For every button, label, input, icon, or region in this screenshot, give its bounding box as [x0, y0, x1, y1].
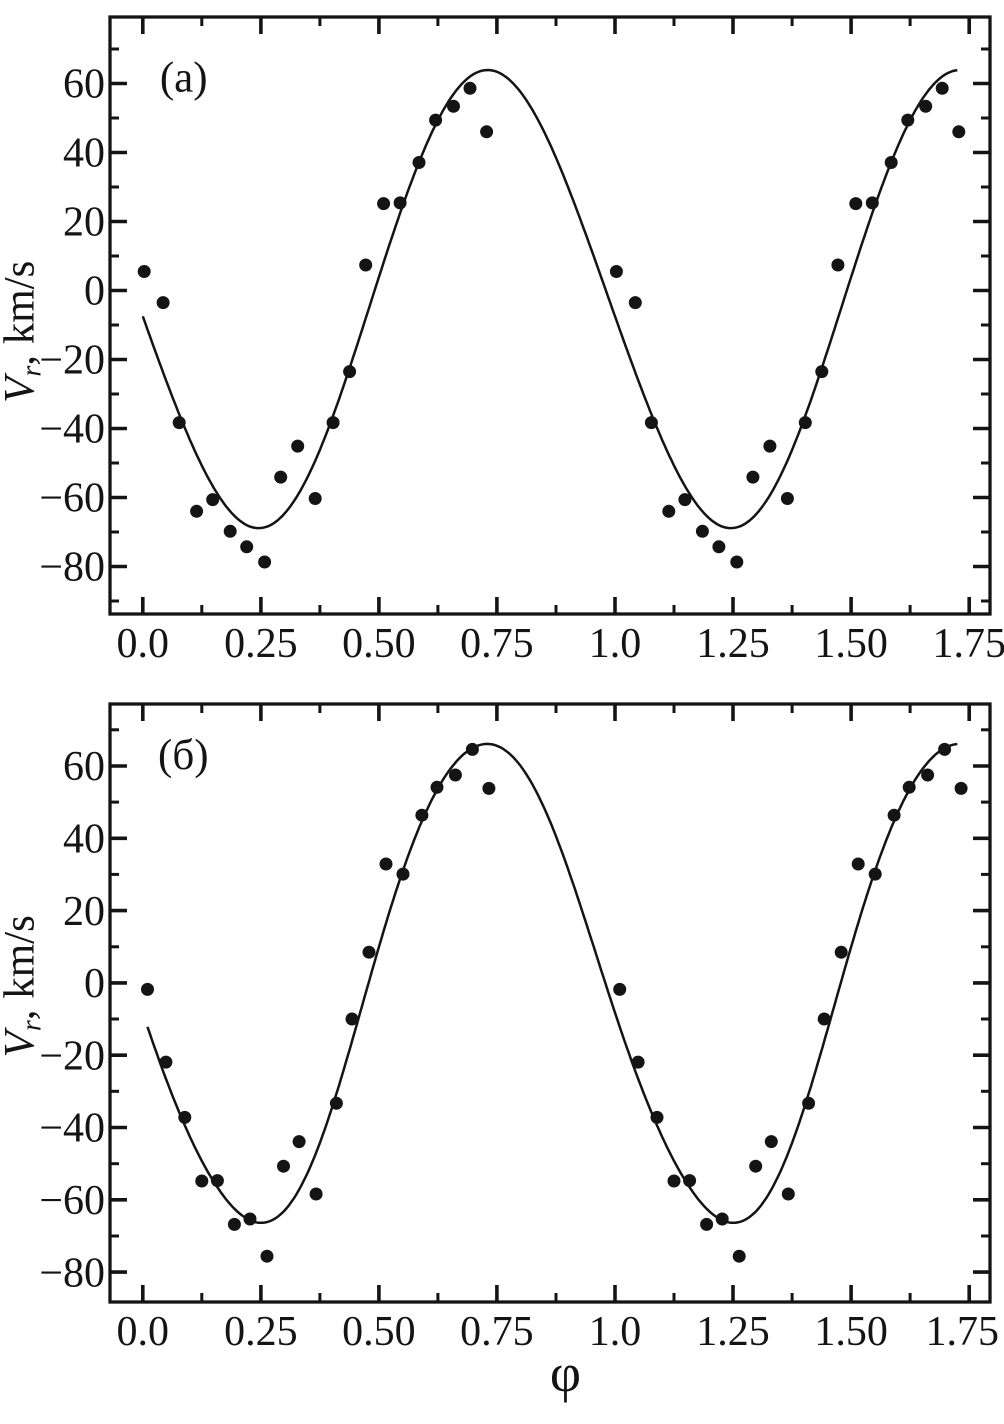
svg-text:0.0: 0.0 — [117, 621, 170, 667]
svg-text:(a): (a) — [160, 55, 208, 102]
svg-text:0: 0 — [84, 961, 105, 1007]
svg-text:0.50: 0.50 — [342, 1309, 416, 1355]
svg-text:0.50: 0.50 — [342, 621, 416, 667]
svg-text:20: 20 — [63, 200, 105, 246]
svg-text:20: 20 — [63, 889, 105, 935]
svg-text:1.25: 1.25 — [696, 1309, 770, 1355]
svg-text:1.0: 1.0 — [589, 621, 642, 667]
svg-text:(б): (б) — [158, 732, 209, 779]
svg-text:1.75: 1.75 — [932, 621, 1004, 667]
svg-text:40: 40 — [63, 817, 105, 863]
svg-text:Vr, km/s: Vr, km/s — [0, 261, 48, 403]
svg-text:1.25: 1.25 — [696, 621, 770, 667]
svg-text:−40: −40 — [39, 1106, 105, 1152]
svg-text:Vr, km/s: Vr, km/s — [0, 915, 48, 1057]
svg-text:1.50: 1.50 — [814, 1309, 888, 1355]
svg-text:−60: −60 — [39, 1178, 105, 1224]
svg-text:0: 0 — [84, 269, 105, 315]
svg-text:−20: −20 — [39, 1033, 105, 1079]
svg-text:0.75: 0.75 — [460, 1309, 534, 1355]
svg-text:0.25: 0.25 — [224, 621, 298, 667]
svg-text:60: 60 — [63, 62, 105, 108]
svg-text:0.25: 0.25 — [224, 1309, 298, 1355]
svg-text:0.0: 0.0 — [117, 1309, 170, 1355]
svg-text:−20: −20 — [39, 338, 105, 384]
svg-text:0.75: 0.75 — [460, 621, 534, 667]
svg-text:1.0: 1.0 — [589, 1309, 642, 1355]
svg-text:1.50: 1.50 — [814, 621, 888, 667]
svg-text:60: 60 — [63, 744, 105, 790]
svg-text:−80: −80 — [39, 545, 105, 591]
svg-text:φ: φ — [550, 1343, 581, 1403]
svg-text:1.75: 1.75 — [925, 1309, 999, 1355]
svg-text:40: 40 — [63, 131, 105, 177]
svg-text:−40: −40 — [39, 407, 105, 453]
svg-text:−80: −80 — [39, 1250, 105, 1296]
svg-text:−60: −60 — [39, 476, 105, 522]
